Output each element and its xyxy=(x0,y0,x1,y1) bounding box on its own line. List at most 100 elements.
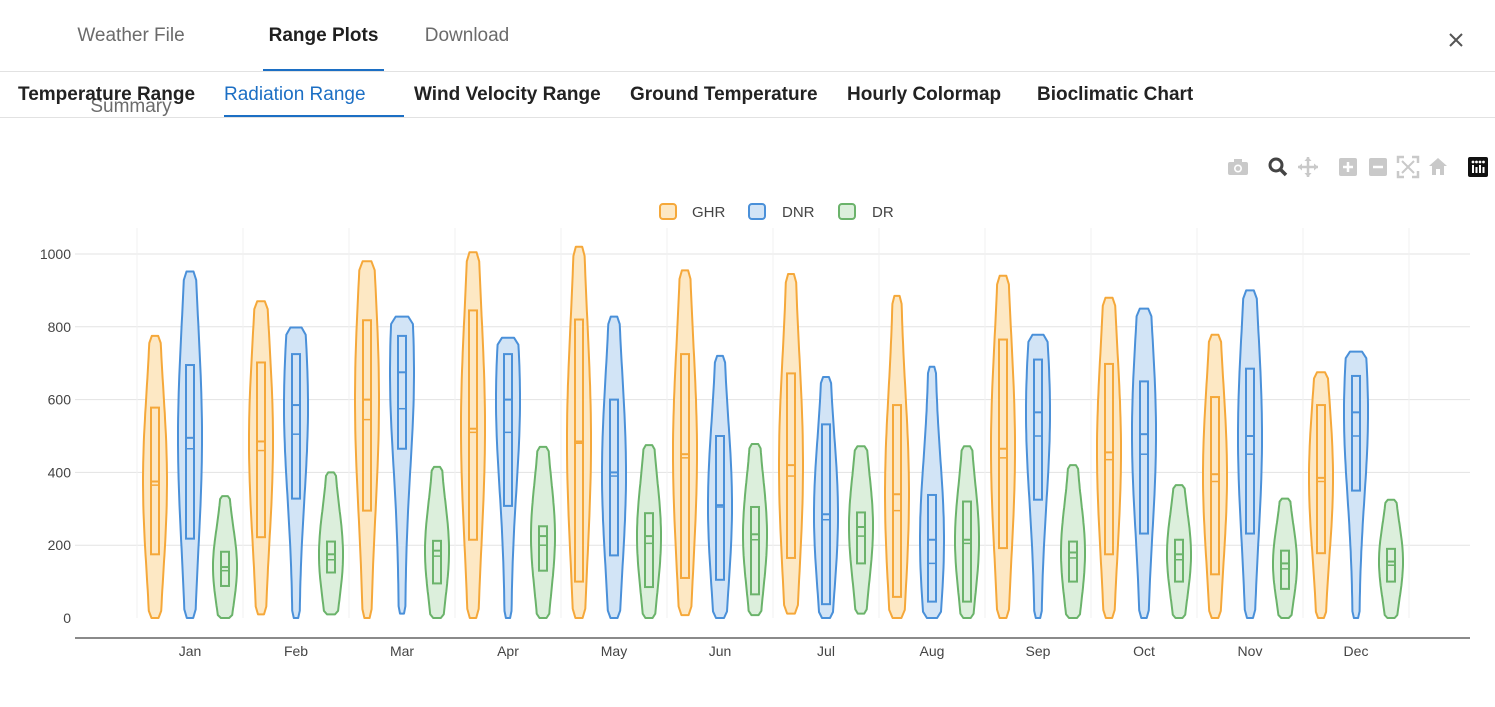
box-dr-jun xyxy=(750,505,760,596)
box-dnr-nov xyxy=(1245,367,1255,535)
range-plot-subtabs: Temperature Range Radiation Range Wind V… xyxy=(0,72,1495,118)
box-dr-aug xyxy=(962,500,972,603)
violin-dr-nov xyxy=(1272,497,1298,619)
box-ghr-nov xyxy=(1210,396,1220,576)
violin-dnr-feb xyxy=(283,326,309,619)
violin-ghr-nov xyxy=(1202,333,1228,619)
subtab-hourly-colormap[interactable]: Hourly Colormap xyxy=(847,84,1002,105)
legend-item-dnr[interactable]: DNR xyxy=(748,203,815,221)
violin-ghr-dec xyxy=(1308,371,1334,619)
box-dnr-mar xyxy=(397,334,407,450)
box-dnr-sep xyxy=(1033,358,1043,501)
violin-dr-aug xyxy=(954,445,980,619)
legend-label-dnr: DNR xyxy=(782,204,815,221)
box-ghr-mar xyxy=(362,319,372,512)
violin-dr-mar xyxy=(424,465,450,619)
y-tick-label: 400 xyxy=(48,464,72,480)
box-dnr-may xyxy=(609,398,619,557)
x-tick-label: Jul xyxy=(817,643,835,659)
y-tick-label: 0 xyxy=(63,610,71,626)
subtab-temperature-range[interactable]: Temperature Range xyxy=(18,84,196,105)
box-dr-may xyxy=(644,512,654,589)
x-tick-label: Feb xyxy=(284,643,308,659)
violin-dr-jun xyxy=(742,443,768,617)
violin-dnr-mar xyxy=(389,315,415,615)
legend-label-ghr: GHR xyxy=(692,204,726,221)
box-dnr-jan xyxy=(185,364,195,540)
violin-dnr-jan xyxy=(177,270,203,619)
dialog-header: Weather File Summary Range Plots Downloa… xyxy=(0,0,1495,117)
box-dr-apr xyxy=(538,525,548,572)
violin-dnr-oct xyxy=(1131,307,1157,619)
violin-ghr-aug xyxy=(884,294,910,619)
box-dnr-oct xyxy=(1139,380,1149,535)
tab-download[interactable]: Download xyxy=(424,25,510,46)
box-dr-feb xyxy=(326,540,336,574)
reset-axes-icon[interactable] xyxy=(1429,158,1447,175)
x-tick-label: Jun xyxy=(709,643,732,659)
subtab-radiation-range[interactable]: Radiation Range xyxy=(224,72,404,117)
camera-icon[interactable] xyxy=(1228,159,1248,175)
box-dnr-dec xyxy=(1351,374,1361,492)
zoom-out-icon[interactable] xyxy=(1369,158,1387,176)
pan-icon[interactable] xyxy=(1298,157,1318,177)
x-tick-label: Jan xyxy=(179,643,202,659)
plot-area[interactable]: 0 200 400 600 800 1000 Jan Feb Mar Apr May Jun Jul Au… xyxy=(40,228,1470,659)
box-ghr-aug xyxy=(892,404,902,598)
tab-weather-file-summary[interactable]: Weather File Summary xyxy=(77,25,185,117)
violin-ghr-feb xyxy=(248,300,274,616)
violin-dr-jan xyxy=(212,495,238,619)
violin-dr-feb xyxy=(318,471,344,616)
subtab-wind-velocity-range[interactable]: Wind Velocity Range xyxy=(414,84,601,105)
x-tick-label: Nov xyxy=(1238,643,1263,659)
x-tick-label: Oct xyxy=(1133,643,1155,659)
violin-ghr-jul xyxy=(778,273,804,615)
x-tick-label: Aug xyxy=(920,643,945,659)
legend-item-dr[interactable]: DR xyxy=(838,203,894,221)
box-ghr-may xyxy=(574,318,584,583)
legend-label-dr: DR xyxy=(872,204,894,221)
x-tick-label: Apr xyxy=(497,643,519,659)
plotly-logo-icon[interactable] xyxy=(1468,157,1488,177)
violin-ghr-jan xyxy=(142,334,168,619)
zoom-in-icon[interactable] xyxy=(1339,158,1357,176)
y-tick-label: 600 xyxy=(48,392,72,408)
legend-item-ghr[interactable]: GHR xyxy=(659,203,726,221)
close-icon[interactable] xyxy=(1444,28,1468,52)
y-tick-label: 1000 xyxy=(40,246,71,262)
autoscale-icon[interactable] xyxy=(1396,155,1420,179)
violin-ghr-may xyxy=(566,245,592,619)
box-dr-jan xyxy=(220,550,230,587)
x-tick-label: Dec xyxy=(1344,643,1369,659)
box-dnr-apr xyxy=(503,353,513,507)
violin-ghr-mar xyxy=(354,260,380,619)
subtab-bioclimatic-chart[interactable]: Bioclimatic Chart xyxy=(1037,84,1194,105)
violin-dnr-dec xyxy=(1343,350,1369,619)
tab-range-plots[interactable]: Range Plots xyxy=(263,0,384,71)
x-tick-label: Sep xyxy=(1026,643,1051,659)
box-dr-nov xyxy=(1280,549,1290,590)
box-ghr-dec xyxy=(1316,404,1326,555)
y-tick-label: 200 xyxy=(48,537,72,553)
violin-dr-jul xyxy=(848,445,874,615)
box-dnr-jun xyxy=(715,435,725,581)
box-ghr-jun xyxy=(680,353,690,579)
violin-ghr-apr xyxy=(460,251,486,619)
box-ghr-sep xyxy=(998,338,1008,550)
violin-ghr-jun xyxy=(672,269,698,617)
violin-dr-dec xyxy=(1378,498,1404,619)
violin-dnr-jul xyxy=(813,376,839,619)
radiation-range-chart: GHR DNR DR 0 200 400 600 800 1000 Jan Feb Mar Apr… xyxy=(40,155,1488,659)
box-dr-oct xyxy=(1174,538,1184,583)
violin-dr-may xyxy=(636,444,662,619)
violin-dnr-apr xyxy=(495,336,521,619)
x-tick-label: Mar xyxy=(390,643,414,659)
violin-dr-oct xyxy=(1166,484,1192,619)
zoom-icon[interactable] xyxy=(1268,157,1288,177)
violin-ghr-oct xyxy=(1096,296,1122,619)
box-dr-mar xyxy=(432,539,442,585)
violin-dnr-jun xyxy=(707,354,733,619)
subtab-ground-temperature[interactable]: Ground Temperature xyxy=(630,84,818,105)
chart-legend: GHR DNR DR xyxy=(659,203,894,221)
violin-dnr-aug xyxy=(919,365,945,619)
